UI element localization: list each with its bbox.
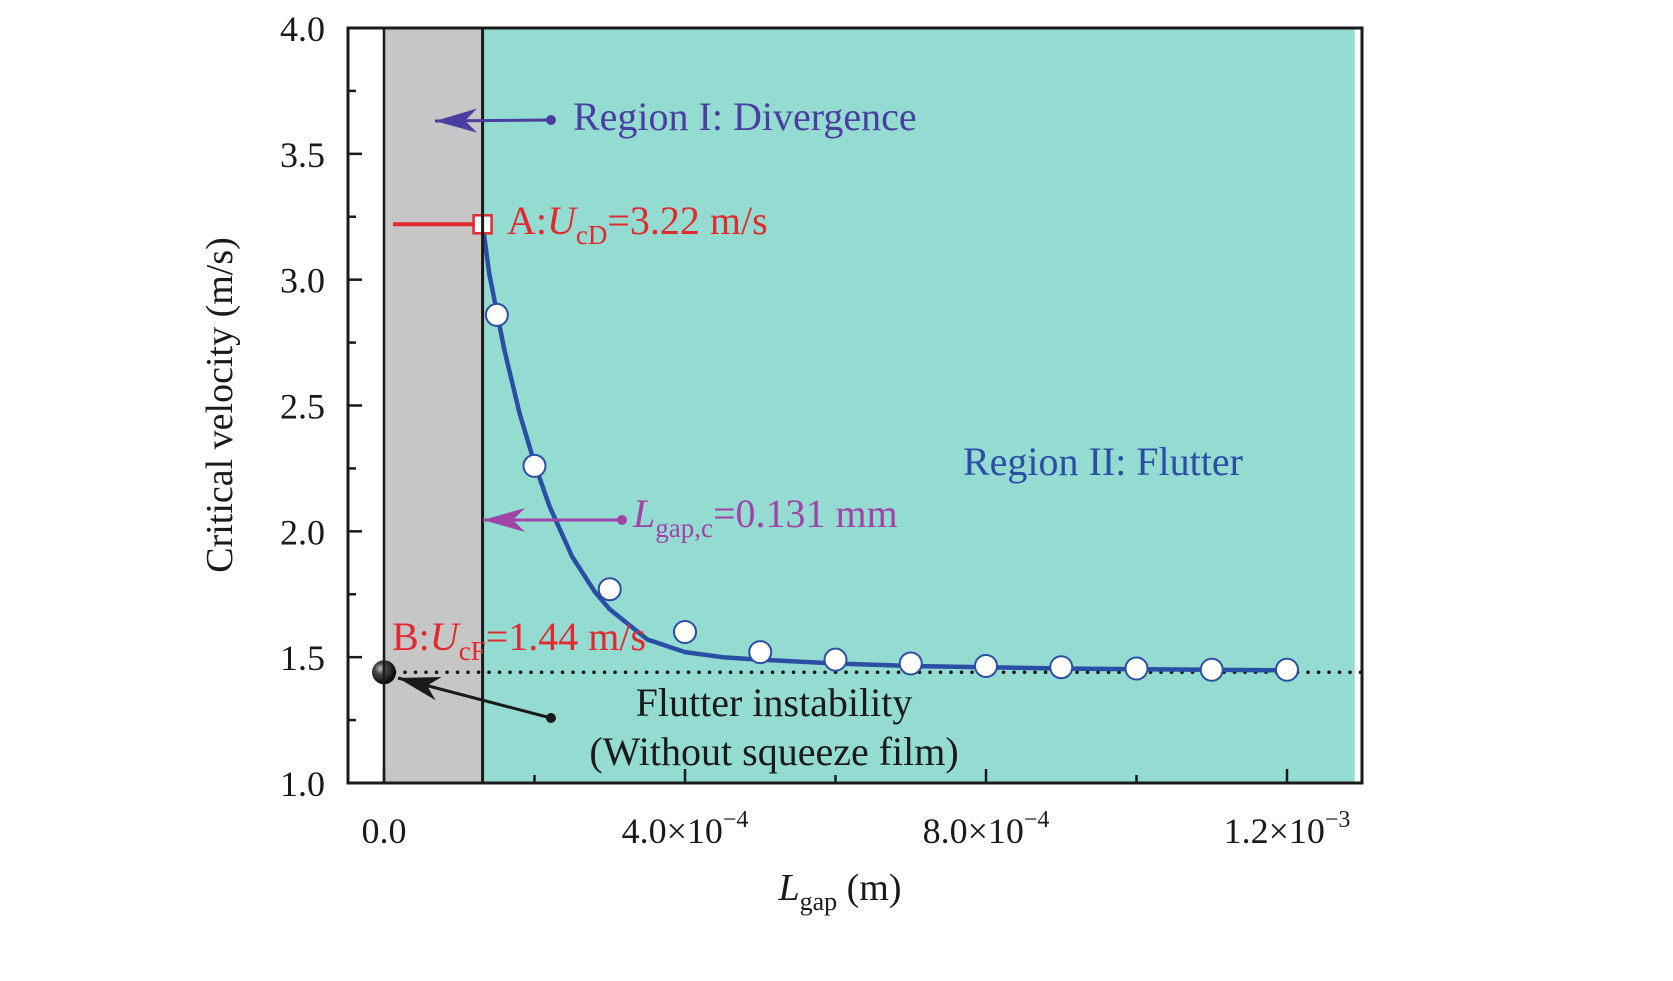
point-a-label: A:UcD=3.22 m/s bbox=[507, 198, 768, 250]
data-point bbox=[673, 620, 697, 644]
x-tick-label: 8.0×10−4 bbox=[923, 807, 1050, 851]
data-point bbox=[823, 647, 848, 672]
without-squeeze-film-label: (Without squeeze film) bbox=[589, 729, 958, 774]
x-tick-labels: 0.0 4.0×10−4 8.0×10−4 1.2×10−3 bbox=[362, 807, 1351, 851]
x-tick-exponent: −3 bbox=[1325, 807, 1351, 833]
region-2-label: Region II: Flutter bbox=[963, 439, 1243, 484]
x-tick-exponent: −4 bbox=[723, 807, 749, 833]
region-1-arrow bbox=[434, 108, 556, 133]
point-b-sub: cF bbox=[459, 636, 486, 666]
y-tick-label: 3.5 bbox=[280, 135, 325, 175]
data-point bbox=[898, 651, 923, 676]
data-point bbox=[1124, 656, 1149, 681]
divergence-region bbox=[384, 28, 483, 783]
flutter-instability-arrow bbox=[397, 676, 556, 723]
point-a-sub: cD bbox=[576, 220, 607, 250]
region-backgrounds bbox=[348, 28, 1362, 783]
x-tick-label: 4.0×10−4 bbox=[622, 807, 749, 851]
y-axis-title: Critical velocity (m/s) bbox=[199, 237, 241, 573]
x-axis-title-var: L bbox=[777, 867, 799, 909]
x-axis-title-unit: (m) bbox=[837, 867, 901, 909]
x-tick-label: 1.2×10−3 bbox=[1224, 807, 1351, 851]
y-tick-label: 3.0 bbox=[280, 261, 325, 301]
x-tick-mantissa: 1.2×10 bbox=[1224, 811, 1325, 851]
flutter-instability-arrow-head bbox=[398, 677, 442, 701]
y-tick-label: 1.0 bbox=[280, 764, 325, 804]
fitted-curve-line bbox=[480, 223, 1288, 673]
axes-frame bbox=[346, 26, 1364, 785]
critical-gap-arrow-tail-dot bbox=[617, 515, 627, 525]
x-tick-label: 0.0 bbox=[362, 811, 407, 851]
flutter-instability-label: Flutter instability bbox=[636, 680, 913, 725]
point-b-label: B:UcF=1.44 m/s bbox=[392, 614, 646, 666]
data-point bbox=[597, 577, 622, 602]
annotation-arrows bbox=[397, 108, 627, 723]
critical-gap-label: Lgap,c=0.131 mm bbox=[632, 491, 898, 543]
x-axis-title: Lgap (m) bbox=[777, 867, 901, 916]
region-1-label: Region I: Divergence bbox=[573, 94, 917, 139]
data-point bbox=[484, 302, 509, 327]
critical-gap-var: L bbox=[632, 491, 655, 536]
critical-gap-value: =0.131 mm bbox=[713, 491, 898, 536]
point-a-prefix: A: bbox=[507, 198, 547, 243]
critical-gap-sub: gap,c bbox=[655, 513, 713, 543]
y-tick-labels: 1.0 1.5 2.0 2.5 3.0 3.5 4.0 bbox=[280, 9, 325, 804]
y-tick-label: 1.5 bbox=[280, 638, 325, 678]
data-point bbox=[748, 640, 773, 665]
flutter-instability-arrow-tail-dot bbox=[546, 713, 556, 723]
data-points bbox=[484, 302, 1299, 682]
point-b-var: U bbox=[430, 614, 462, 659]
point-b-prefix: B: bbox=[392, 614, 430, 659]
x-tick-mantissa: 8.0×10 bbox=[923, 811, 1024, 851]
x-axis-title-sub: gap bbox=[800, 887, 838, 916]
region-1-arrow-tail-dot bbox=[546, 115, 556, 125]
y-tick-label: 4.0 bbox=[280, 9, 325, 49]
data-point bbox=[522, 453, 547, 478]
y-tick-label: 2.0 bbox=[280, 512, 325, 552]
data-point bbox=[1049, 655, 1074, 680]
data-point bbox=[1199, 657, 1224, 682]
x-tick-mantissa: 0.0 bbox=[362, 811, 407, 851]
point-b-value: =1.44 m/s bbox=[486, 614, 646, 659]
region-1-arrow-head bbox=[435, 108, 478, 133]
data-point bbox=[1275, 657, 1299, 682]
data-point bbox=[974, 653, 998, 678]
x-tick-mantissa: 4.0×10 bbox=[622, 811, 723, 851]
critical-gap-arrow bbox=[483, 508, 627, 532]
point-a-var: U bbox=[547, 198, 579, 243]
point-a-value: =3.22 m/s bbox=[607, 198, 767, 243]
y-tick-label: 2.5 bbox=[280, 387, 325, 427]
x-tick-exponent: −4 bbox=[1024, 807, 1050, 833]
critical-gap-arrow-head bbox=[483, 508, 525, 532]
